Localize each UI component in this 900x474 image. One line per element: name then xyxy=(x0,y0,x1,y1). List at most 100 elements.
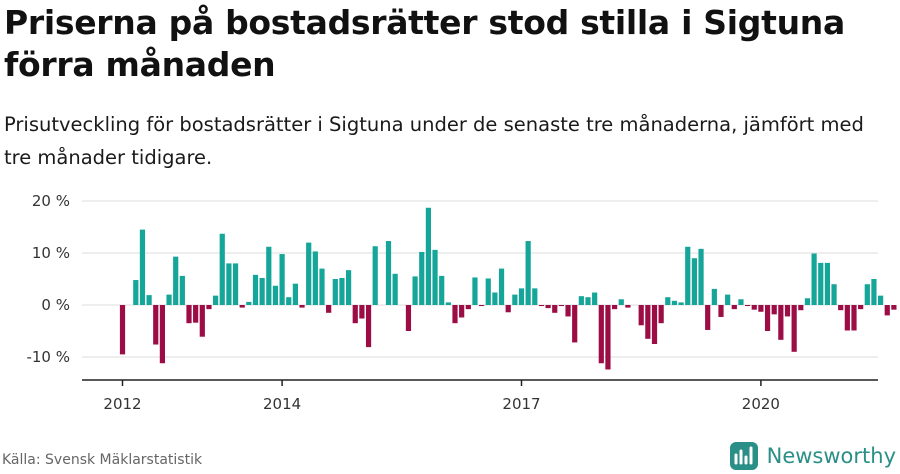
bar xyxy=(791,305,797,352)
bar xyxy=(365,305,372,348)
bar xyxy=(738,299,744,305)
bar xyxy=(572,305,578,343)
bar xyxy=(771,305,777,315)
bar xyxy=(711,288,717,305)
bar xyxy=(718,305,724,317)
bar xyxy=(186,305,192,324)
bar xyxy=(352,305,358,324)
bar xyxy=(525,241,531,305)
bar xyxy=(625,305,631,308)
bar xyxy=(492,292,498,305)
bar xyxy=(432,249,438,305)
y-tick-label: 20 % xyxy=(32,192,70,210)
bar xyxy=(193,305,199,323)
bar xyxy=(286,297,292,305)
brand-logo[interactable]: Newsworthy xyxy=(729,440,896,472)
bar xyxy=(439,275,445,305)
bar xyxy=(678,302,684,305)
bar xyxy=(306,242,312,305)
bar xyxy=(538,305,545,307)
bar xyxy=(505,305,511,313)
bar xyxy=(592,292,598,305)
bar xyxy=(246,301,252,305)
bar xyxy=(798,305,804,311)
bar xyxy=(751,305,757,310)
bar xyxy=(239,305,245,308)
bar xyxy=(638,305,644,326)
bar xyxy=(392,273,398,305)
bar xyxy=(372,246,378,305)
bar xyxy=(838,305,844,311)
source-note: Källa: Svensk Mäklarstatistik xyxy=(2,452,203,468)
labels-layer: 20 %10 %0 %-10 %201220142017202020220 % xyxy=(26,192,780,413)
bar xyxy=(405,305,412,331)
bar xyxy=(725,294,731,305)
bar xyxy=(745,305,751,307)
bar xyxy=(412,276,418,305)
bar xyxy=(213,295,219,305)
bar xyxy=(472,277,478,305)
bar xyxy=(598,305,604,364)
bar xyxy=(764,305,771,331)
bar xyxy=(179,275,185,305)
bar xyxy=(292,283,298,305)
bar xyxy=(272,285,279,305)
bar xyxy=(153,305,159,345)
chart-subtitle: Prisutveckling för bostadsrätter i Sigtu… xyxy=(4,113,864,169)
bar xyxy=(385,241,392,305)
y-tick-label: 0 % xyxy=(41,296,70,314)
bar xyxy=(339,277,345,305)
bar xyxy=(685,246,691,305)
bar xyxy=(425,207,431,305)
bar xyxy=(459,305,465,318)
bar xyxy=(698,248,704,305)
bar xyxy=(818,262,824,305)
bar xyxy=(146,295,152,305)
bar xyxy=(485,278,491,305)
bar xyxy=(651,305,658,344)
bar xyxy=(665,297,671,305)
bar xyxy=(326,305,332,313)
bar xyxy=(612,305,618,310)
bar xyxy=(645,305,651,339)
bar xyxy=(851,305,857,331)
bar xyxy=(266,246,272,305)
bar xyxy=(891,305,897,310)
bar xyxy=(691,258,697,305)
bar xyxy=(199,305,205,337)
bar xyxy=(512,294,518,305)
bar xyxy=(864,284,870,305)
bar xyxy=(605,305,611,370)
bar xyxy=(312,251,318,305)
bar xyxy=(824,262,830,305)
bar xyxy=(705,305,711,330)
bar xyxy=(299,305,305,308)
bar xyxy=(758,305,764,312)
bar xyxy=(844,305,850,331)
bar xyxy=(166,294,172,305)
bar xyxy=(479,305,485,307)
bar xyxy=(252,274,259,305)
bar xyxy=(831,284,837,305)
bar xyxy=(133,280,139,305)
bar xyxy=(419,251,425,305)
bar xyxy=(259,277,265,305)
bar xyxy=(518,288,525,305)
bar xyxy=(279,254,285,305)
bar xyxy=(232,263,239,305)
bar-chart: 20 %10 %0 %-10 %201220142017202020220 % xyxy=(26,192,897,413)
bar xyxy=(871,279,877,305)
y-tick-label: 10 % xyxy=(32,244,70,262)
bar xyxy=(552,305,558,313)
bar xyxy=(578,296,584,305)
bar xyxy=(618,299,624,305)
brand-name: Newsworthy xyxy=(766,444,896,468)
bar xyxy=(804,298,811,305)
bar xyxy=(545,305,551,309)
bar xyxy=(811,253,817,305)
bar xyxy=(445,302,451,305)
y-tick-label: -10 % xyxy=(26,348,70,366)
bar xyxy=(139,229,146,305)
bar xyxy=(332,279,338,305)
x-tick-label: 2012 xyxy=(103,395,141,413)
